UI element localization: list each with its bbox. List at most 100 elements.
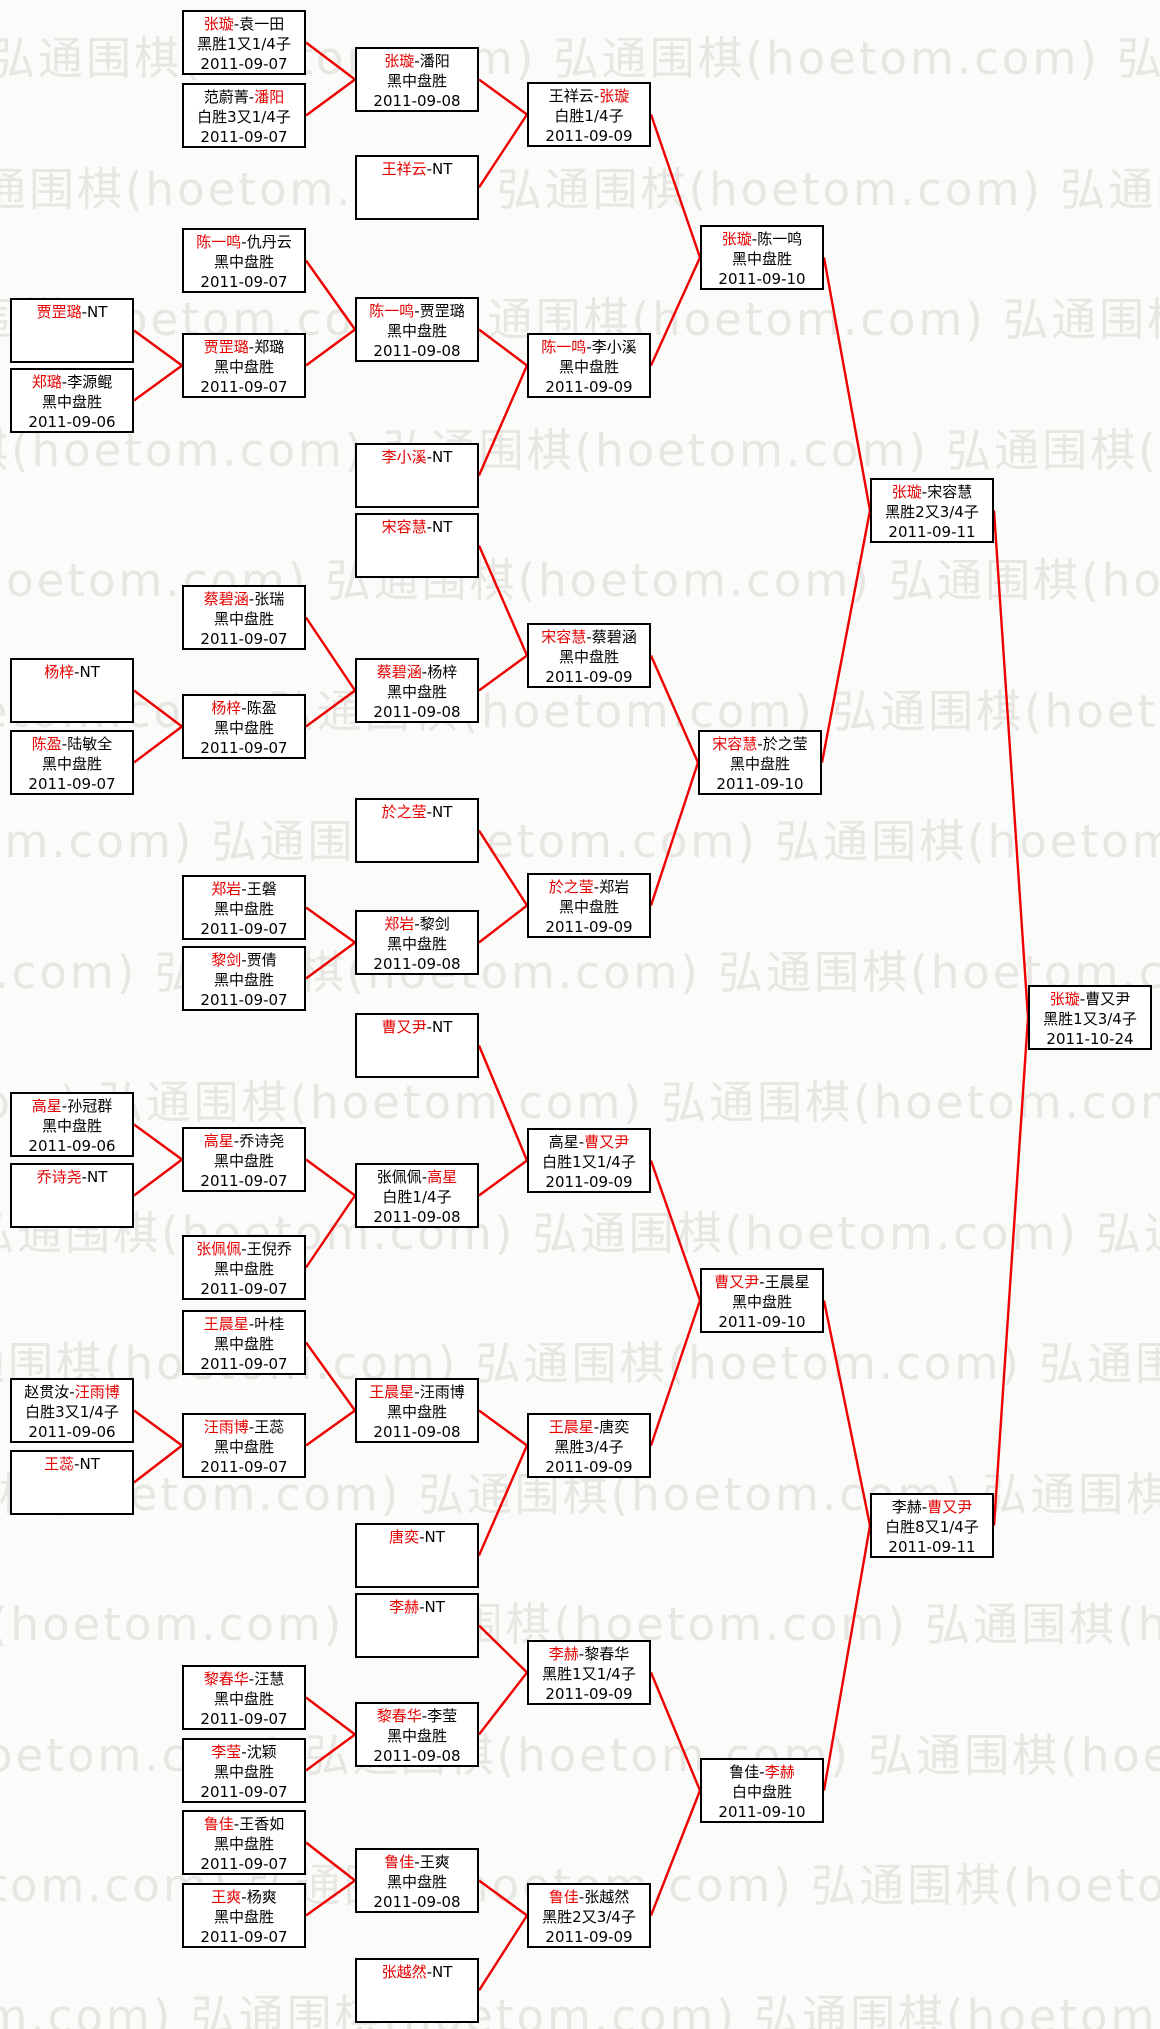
player-2: 曹又尹 bbox=[1085, 990, 1131, 1008]
players-dash: - bbox=[1079, 990, 1086, 1008]
player-1: 杨梓 bbox=[211, 699, 242, 717]
match-box: 张璇-袁一田 黑胜1又1/4子 2011-09-07 bbox=[182, 10, 306, 75]
match-box: 张佩佩-高星 白胜1/4子 2011-09-08 bbox=[355, 1163, 479, 1228]
match-players: 王晨星-唐奕 bbox=[529, 1417, 649, 1437]
match-players: 张越然-NT bbox=[357, 1962, 477, 1982]
match-result: 黑胜1又1/4子 bbox=[197, 35, 291, 53]
players-dash: - bbox=[421, 1707, 428, 1725]
match-players: 乔诗尧-NT bbox=[12, 1167, 132, 1187]
bracket-line bbox=[305, 78, 356, 117]
player-2: 袁一田 bbox=[239, 15, 285, 33]
player-1: 张璇 bbox=[203, 15, 234, 33]
player-2: 张瑞 bbox=[254, 590, 285, 608]
players-dash: - bbox=[578, 1133, 585, 1151]
player-2: 张璇 bbox=[599, 87, 630, 105]
players-dash: - bbox=[241, 951, 247, 969]
player-2: 陆敏全 bbox=[67, 735, 113, 753]
players-dash: - bbox=[419, 1528, 425, 1546]
match-date: 2011-09-08 bbox=[373, 1893, 461, 1911]
match-players: 高星-曹又尹 bbox=[529, 1132, 649, 1152]
match-box: 李赫-NT bbox=[355, 1593, 479, 1658]
player-1: 贾罡璐 bbox=[203, 338, 249, 356]
bracket-line bbox=[305, 941, 356, 980]
players-dash: - bbox=[61, 735, 68, 753]
match-box: 唐奕-NT bbox=[355, 1523, 479, 1588]
match-players: 李莹-沈颖 bbox=[184, 1742, 304, 1762]
match-result: 黑中盘胜 bbox=[213, 900, 274, 918]
match-box: 陈一鸣-李小溪 黑中盘胜 2011-09-09 bbox=[527, 333, 651, 398]
player-2: 陈盈 bbox=[246, 699, 277, 717]
player-2: NT bbox=[432, 518, 453, 536]
bracket-line bbox=[477, 1045, 529, 1161]
player-2: 沈颖 bbox=[246, 1743, 277, 1761]
match-result: 黑中盘胜 bbox=[213, 1152, 274, 1170]
player-2: 王香如 bbox=[239, 1815, 285, 1833]
bracket-line bbox=[305, 1158, 356, 1197]
player-2: 潘阳 bbox=[254, 88, 285, 106]
match-box: 张璇-宋容慧 黑胜2又3/4子 2011-09-11 bbox=[870, 478, 994, 543]
bracket-line bbox=[133, 689, 183, 728]
players-dash: - bbox=[233, 1132, 240, 1150]
match-box: 陈一鸣-贾罡璐 黑中盘胜 2011-09-08 bbox=[355, 297, 479, 362]
match-box: 王祥云-张璇 白胜1/4子 2011-09-09 bbox=[527, 82, 651, 147]
match-date: 2011-09-11 bbox=[888, 523, 976, 541]
player-2: 曹又尹 bbox=[584, 1133, 630, 1151]
players-dash: - bbox=[593, 878, 600, 896]
match-box: 杨梓-NT bbox=[10, 658, 134, 723]
match-date: 2011-09-06 bbox=[28, 1137, 116, 1155]
player-2: 贾倩 bbox=[246, 951, 277, 969]
player-2: 李赫 bbox=[764, 1763, 795, 1781]
match-players: 宋容慧-NT bbox=[357, 517, 477, 537]
match-players: 王爽-杨爽 bbox=[184, 1887, 304, 1907]
player-2: 叶桂 bbox=[254, 1315, 285, 1333]
match-box: 李赫-黎春华 黑胜1又1/4子 2011-09-09 bbox=[527, 1640, 651, 1705]
players-dash: - bbox=[241, 233, 247, 251]
bracket-line bbox=[649, 1672, 702, 1791]
bracket-line bbox=[305, 616, 356, 692]
match-players: 高星-孙冠群 bbox=[12, 1096, 132, 1116]
players-dash: - bbox=[421, 663, 428, 681]
match-result: 黑中盘胜 bbox=[41, 1117, 102, 1135]
match-result: 黑中盘胜 bbox=[213, 1438, 274, 1456]
player-1: 於之莹 bbox=[381, 803, 427, 821]
players-dash: - bbox=[241, 880, 247, 898]
match-box: 蔡碧涵-张瑞 黑中盘胜 2011-09-07 bbox=[182, 585, 306, 650]
match-result: 白中盘胜 bbox=[731, 1783, 792, 1801]
player-2: 张越然 bbox=[584, 1888, 630, 1906]
match-date: 2011-09-07 bbox=[200, 991, 288, 1009]
match-players: 王祥云-张璇 bbox=[529, 86, 649, 106]
match-box: 蔡碧涵-杨梓 黑中盘胜 2011-09-08 bbox=[355, 658, 479, 723]
player-2: 汪慧 bbox=[254, 1670, 285, 1688]
match-result: 黑中盘胜 bbox=[213, 1763, 274, 1781]
player-2: 潘阳 bbox=[419, 52, 450, 70]
match-players: 黎春华-李莹 bbox=[357, 1706, 477, 1726]
bracket-line bbox=[305, 328, 356, 367]
players-dash: - bbox=[759, 1763, 765, 1781]
watermark-text: 弘通围棋(hoetom.com) 弘通围棋(hoetom.com) 弘通围棋(h… bbox=[0, 423, 1160, 477]
match-result: 黑中盘胜 bbox=[386, 322, 447, 340]
player-2: 宋容慧 bbox=[927, 483, 973, 501]
match-date: 2011-09-07 bbox=[200, 55, 288, 73]
players-dash: - bbox=[241, 1240, 247, 1258]
player-2: NT bbox=[424, 1598, 445, 1616]
bracket-line bbox=[649, 1300, 702, 1446]
match-box: 李赫-曹又尹 白胜8又1/4子 2011-09-11 bbox=[870, 1493, 994, 1558]
bracket-line bbox=[478, 1159, 528, 1197]
match-result: 黑中盘胜 bbox=[731, 1293, 792, 1311]
match-result: 黑中盘胜 bbox=[386, 72, 447, 90]
match-players: 李赫-曹又尹 bbox=[872, 1497, 992, 1517]
player-2: NT bbox=[87, 303, 108, 321]
player-1: 蔡碧涵 bbox=[376, 663, 422, 681]
players-dash: - bbox=[414, 1853, 420, 1871]
bracket-line bbox=[478, 1624, 528, 1674]
player-2: 汪雨博 bbox=[74, 1383, 120, 1401]
players-dash: - bbox=[414, 1383, 420, 1401]
match-result: 黑胜1又3/4子 bbox=[1043, 1010, 1137, 1028]
bracket-line bbox=[305, 1879, 356, 1917]
match-players: 宋容慧-於之莹 bbox=[700, 734, 820, 754]
match-box: 李小溪-NT bbox=[355, 443, 479, 508]
match-result: 黑胜1又1/4子 bbox=[542, 1665, 636, 1683]
match-players: 黎春华-汪慧 bbox=[184, 1669, 304, 1689]
players-dash: - bbox=[61, 1097, 68, 1115]
